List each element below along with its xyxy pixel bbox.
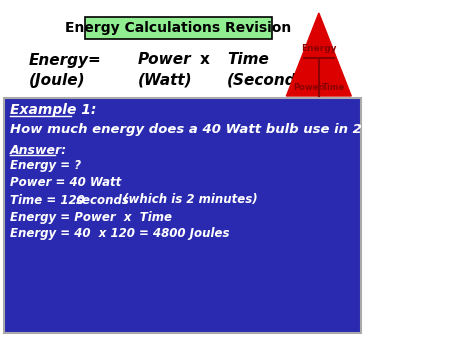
Text: How much energy does a 40 Watt bulb use in 2 minutes?: How much energy does a 40 Watt bulb use …	[10, 123, 434, 137]
Text: Energy Calculations Revision: Energy Calculations Revision	[65, 21, 292, 35]
Text: Power = 40 Watt: Power = 40 Watt	[10, 176, 121, 190]
Text: (Joule): (Joule)	[28, 72, 85, 88]
FancyBboxPatch shape	[4, 98, 361, 333]
Text: seconds: seconds	[76, 193, 129, 207]
FancyBboxPatch shape	[85, 17, 272, 39]
Text: Time: Time	[322, 82, 345, 92]
Text: Energy = 40  x 120 = 4800 Joules: Energy = 40 x 120 = 4800 Joules	[10, 227, 229, 241]
Text: x: x	[321, 82, 326, 92]
Text: Time = 120: Time = 120	[10, 193, 89, 207]
Text: Energy: Energy	[28, 52, 88, 68]
Text: x: x	[199, 52, 209, 68]
Text: =: =	[87, 52, 99, 68]
Text: Energy = Power  x  Time: Energy = Power x Time	[10, 211, 172, 223]
Polygon shape	[286, 13, 351, 96]
Text: (Second): (Second)	[227, 72, 304, 88]
Text: (which is 2 minutes): (which is 2 minutes)	[119, 193, 258, 207]
Text: Energy = ?: Energy = ?	[10, 160, 81, 172]
Text: Time: Time	[227, 52, 269, 68]
Text: Answer:: Answer:	[10, 144, 67, 156]
Text: Energy: Energy	[301, 44, 337, 53]
Text: Power: Power	[138, 52, 192, 68]
Text: Example 1:: Example 1:	[10, 103, 96, 117]
Text: Power: Power	[293, 82, 323, 92]
Text: (Watt): (Watt)	[138, 72, 193, 88]
